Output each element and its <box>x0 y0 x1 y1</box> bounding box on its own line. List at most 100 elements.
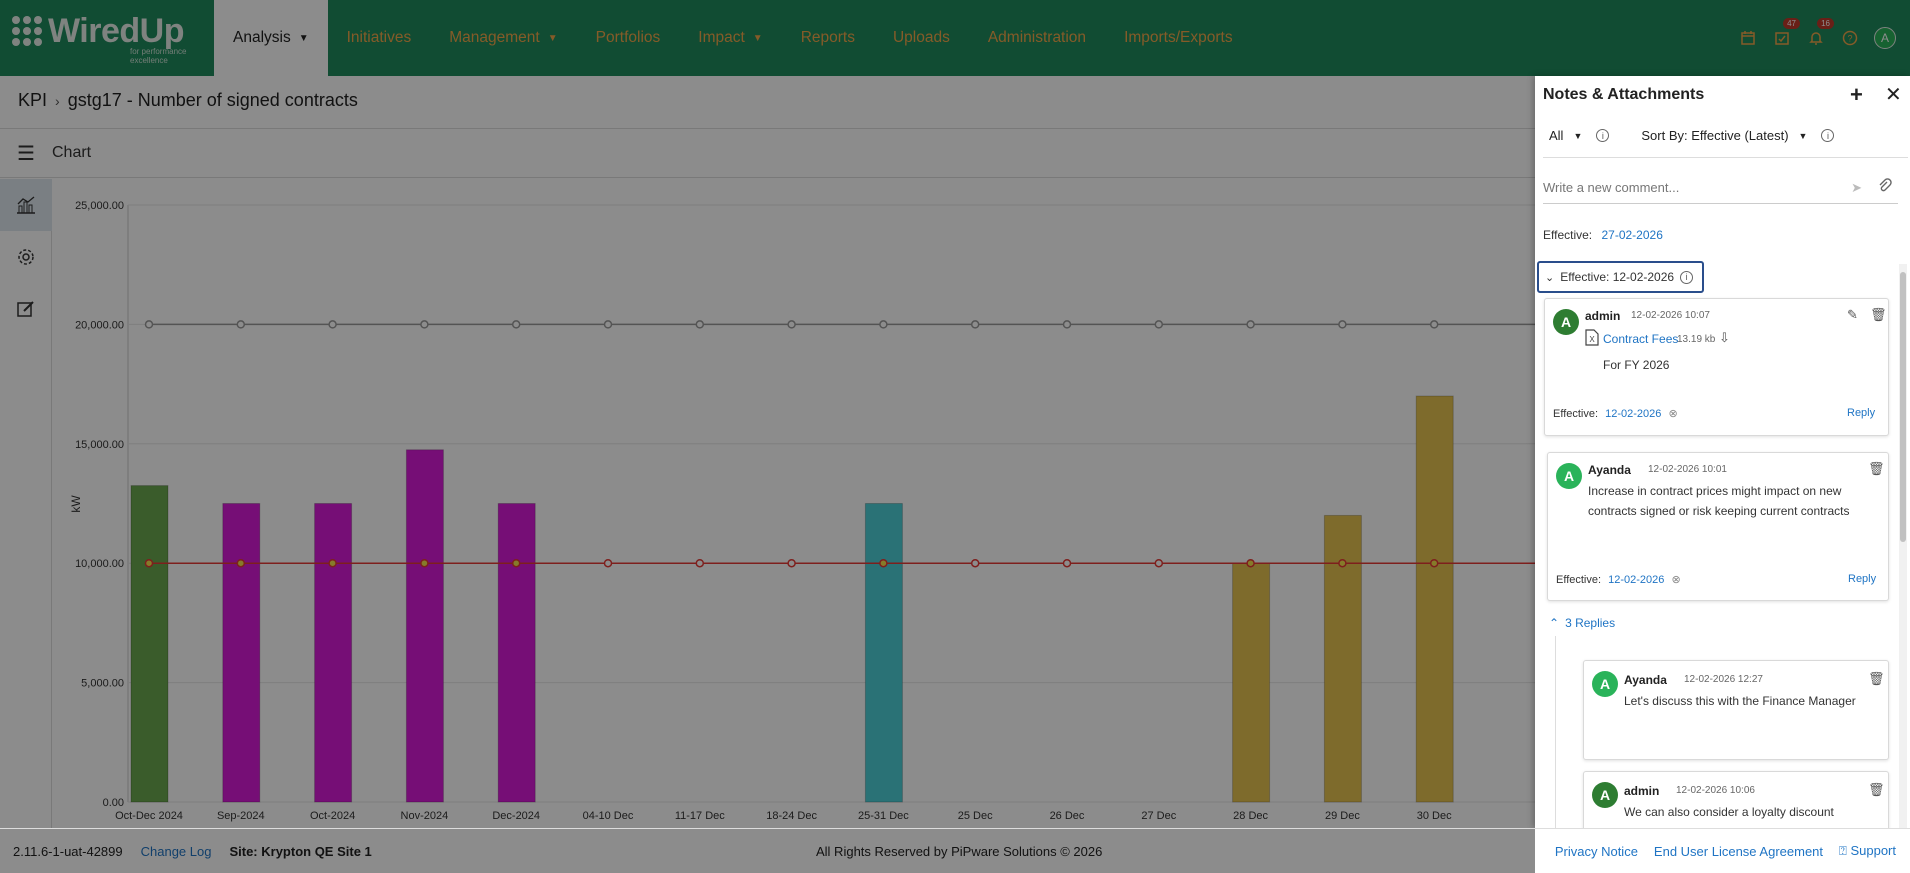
breadcrumb-root[interactable]: KPI <box>18 90 48 110</box>
latest-effective-label: Effective: <box>1543 228 1593 242</box>
download-icon[interactable]: ⇩ <box>1719 330 1730 345</box>
send-icon[interactable]: ➤ <box>1851 179 1862 195</box>
bar <box>314 503 353 803</box>
site-label: Site: Krypton QE Site 1 <box>229 843 372 859</box>
trash-icon[interactable]: 🗑 <box>1868 461 1885 476</box>
scrollbar-thumb[interactable] <box>1900 272 1906 542</box>
latest-effective-date[interactable]: 27-02-2026 <box>1601 228 1663 242</box>
note-card: A Ayanda 12-02-2026 10:01 🗑 Increase in … <box>1547 452 1889 601</box>
bar <box>405 449 444 803</box>
trash-icon[interactable]: 🗑 <box>1870 307 1887 322</box>
replies-toggle-label: 3 Replies <box>1565 616 1616 630</box>
nav-right-tools: 47 16 ? A <box>1738 0 1910 76</box>
trash-icon[interactable]: 🗑 <box>1868 782 1885 797</box>
note-effective-date[interactable]: 12-02-2026 <box>1608 574 1665 586</box>
support-link[interactable]: ⍰ Support <box>1839 843 1896 859</box>
clear-circle-icon[interactable]: ⊗ <box>1668 408 1678 420</box>
thread-line <box>1555 636 1556 828</box>
bell-icon[interactable]: 16 <box>1806 18 1834 48</box>
svg-text:?: ? <box>1847 34 1852 44</box>
user-avatar[interactable]: A <box>1874 27 1896 49</box>
bar <box>222 503 261 803</box>
x-tick-label: 11-17 Dec <box>675 810 725 822</box>
comment-input[interactable]: Write a new comment... ➤ <box>1543 172 1898 204</box>
tasks-badge: 47 <box>1783 18 1800 29</box>
info-icon[interactable]: i <box>1821 129 1835 142</box>
x-tick-label: Oct-Dec 2024 <box>115 810 183 822</box>
logo-text: WiredUp <box>48 11 184 50</box>
nav-initiatives[interactable]: Initiatives <box>328 0 431 76</box>
panel-scrollbar[interactable] <box>1899 264 1907 828</box>
avatar: A <box>1556 463 1582 489</box>
reply-text: We can also consider a loyalty discount <box>1624 805 1834 819</box>
edit-icon[interactable]: ✎ <box>1847 307 1858 322</box>
x-tick-label: 28 Dec <box>1233 810 1268 822</box>
nav-management[interactable]: Management ▼ <box>430 0 576 76</box>
note-time: 12-02-2026 10:01 <box>1648 464 1727 475</box>
app-version: 2.11.6-1-uat-42899 <box>13 843 123 859</box>
side-toolbar <box>0 179 52 828</box>
bar <box>1323 514 1362 803</box>
baseline-point <box>1154 558 1164 568</box>
nav-imports-exports-label: Imports/Exports <box>1124 29 1233 46</box>
calendar-icon[interactable] <box>1738 28 1758 48</box>
attachment-link[interactable]: Contract Fees <box>1603 332 1679 346</box>
nav-imports-exports[interactable]: Imports/Exports <box>1105 0 1252 76</box>
target-point <box>970 320 980 329</box>
info-icon[interactable]: i <box>1680 270 1694 284</box>
bar <box>130 485 169 803</box>
chevron-down-icon: ▼ <box>1573 130 1583 141</box>
nav-portfolios[interactable]: Portfolios <box>577 0 680 76</box>
y-tick-label: 10,000.00 <box>75 558 124 570</box>
filter-select[interactable]: All ▼ <box>1543 128 1588 143</box>
trash-icon[interactable]: 🗑 <box>1868 671 1885 686</box>
nav-analysis[interactable]: Analysis ▼ <box>214 0 328 76</box>
changelog-link[interactable]: Change Log <box>140 843 212 859</box>
clear-circle-icon[interactable]: ⊗ <box>1671 574 1681 586</box>
paperclip-icon[interactable] <box>1878 178 1892 197</box>
svg-text:X: X <box>1589 335 1595 344</box>
note-text: Increase in contract prices might impact… <box>1588 484 1850 518</box>
nav-reports[interactable]: Reports <box>782 0 874 76</box>
edit-note-icon[interactable] <box>0 283 52 335</box>
baseline-point <box>236 558 246 568</box>
reply-text: Let's discuss this with the Finance Mana… <box>1624 694 1856 708</box>
reply-button[interactable]: Reply <box>1848 573 1877 585</box>
effective-group-header[interactable]: ⌄ Effective: 12-02-2026 i <box>1537 261 1704 293</box>
sort-select[interactable]: Sort By: Effective (Latest) ▼ <box>1635 128 1813 143</box>
hamburger-menu-icon[interactable]: ☰ <box>17 142 35 165</box>
nav-administration[interactable]: Administration <box>969 0 1105 76</box>
settings-gear-icon[interactable] <box>0 231 52 283</box>
baseline-point <box>695 558 705 568</box>
reply-card: A admin 12-02-2026 10:06 🗑 We can also c… <box>1583 771 1889 828</box>
baseline-point <box>1338 558 1347 568</box>
tasks-icon[interactable]: 47 <box>1772 18 1800 48</box>
baseline-point <box>328 558 337 568</box>
close-icon[interactable]: ✕ <box>1885 84 1902 106</box>
replies-toggle[interactable]: ⌃ 3 Replies <box>1549 616 1615 630</box>
help-icon[interactable]: ? <box>1840 28 1860 48</box>
privacy-link[interactable]: Privacy Notice <box>1554 843 1638 859</box>
note-effective-date[interactable]: 12-02-2026 <box>1605 408 1662 420</box>
nav-impact[interactable]: Impact ▼ <box>679 0 781 76</box>
sort-select-value: Sort By: Effective (Latest) <box>1641 128 1789 143</box>
breadcrumb: KPI › gstg17 - Number of signed contract… <box>18 90 358 111</box>
target-point <box>236 320 246 329</box>
eula-link[interactable]: End User License Agreement <box>1653 843 1824 859</box>
target-point <box>144 320 154 329</box>
target-point <box>1246 320 1255 329</box>
note-author: admin <box>1585 309 1621 323</box>
reply-button[interactable]: Reply <box>1847 407 1876 419</box>
wiredup-logo[interactable]: WiredUp for performance excellence <box>0 0 214 76</box>
baseline-point <box>511 558 521 568</box>
x-tick-label: 29 Dec <box>1325 810 1360 822</box>
chevron-right-icon: › <box>55 92 60 109</box>
note-author: Ayanda <box>1588 463 1631 477</box>
info-icon[interactable]: i <box>1596 129 1610 142</box>
nav-uploads[interactable]: Uploads <box>874 0 969 76</box>
chart-header: ☰ Chart <box>0 128 1910 178</box>
avatar: A <box>1592 782 1618 808</box>
chart-view-icon[interactable] <box>0 179 52 231</box>
add-note-icon[interactable]: + <box>1850 82 1863 107</box>
